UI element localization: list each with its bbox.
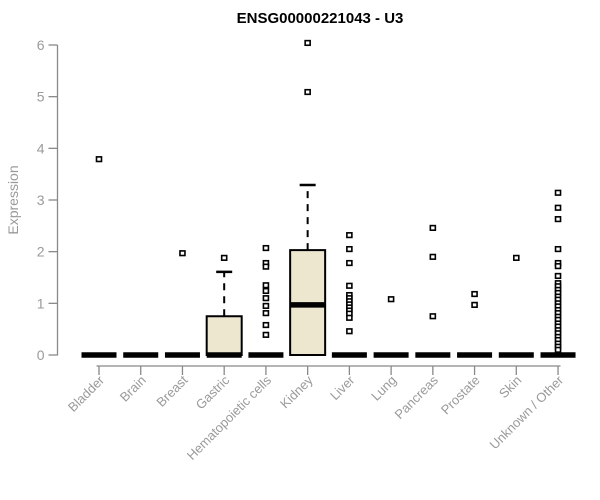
- outlier-point: [262, 287, 270, 295]
- y-tick-label: 3: [37, 192, 45, 208]
- median-line: [457, 352, 493, 358]
- median-line: [373, 352, 409, 358]
- x-tick-label: Brain: [117, 373, 149, 405]
- median-line: [206, 352, 242, 358]
- outlier-point: [304, 39, 311, 47]
- outlier-point: [471, 301, 478, 308]
- outlier-point: [471, 290, 478, 298]
- outlier-point: [346, 328, 353, 335]
- median-line: [123, 352, 159, 358]
- x-tick-label: Skin: [496, 373, 524, 401]
- outlier-point: [179, 250, 186, 257]
- outlier-point: [429, 253, 437, 260]
- outlier-point: [262, 331, 270, 338]
- outlier-point: [220, 254, 228, 261]
- outlier-point: [262, 263, 270, 270]
- outlier-point: [554, 245, 562, 253]
- outlier-point: [262, 244, 270, 252]
- median-line: [164, 352, 200, 358]
- outlier-point: [554, 189, 562, 196]
- outlier-point: [554, 204, 562, 211]
- x-tick-label: Lung: [368, 373, 399, 404]
- x-tick-label: Breast: [153, 372, 190, 409]
- y-tick-label: 4: [37, 140, 45, 156]
- y-tick-label: 0: [37, 347, 45, 363]
- x-tick-label: Unknown / Other: [487, 372, 567, 452]
- median-line: [290, 302, 326, 308]
- median-line: [81, 352, 117, 358]
- y-tick-label: 1: [37, 295, 45, 311]
- outlier-point: [304, 88, 311, 96]
- outlier-point: [95, 156, 103, 163]
- median-line: [498, 352, 534, 358]
- outlier-point: [429, 224, 437, 232]
- median-line: [248, 352, 284, 358]
- outlier-point: [346, 259, 353, 267]
- outlier-point: [262, 282, 270, 289]
- outlier-point: [554, 272, 562, 280]
- outlier-point: [512, 254, 520, 261]
- outlier-point: [429, 313, 437, 320]
- median-line: [540, 352, 576, 358]
- x-tick-label: Liver: [327, 372, 358, 403]
- outlier-point: [262, 321, 270, 329]
- outlier-point: [554, 346, 562, 353]
- outlier-point: [554, 216, 562, 223]
- chart-title: ENSG00000221043 - U3: [236, 10, 404, 27]
- outlier-point: [262, 310, 270, 317]
- outlier-point: [346, 232, 353, 239]
- box: [205, 315, 243, 356]
- x-tick-label: Kidney: [277, 372, 316, 411]
- median-line: [415, 352, 451, 358]
- outlier-point: [262, 302, 270, 310]
- outlier-point: [346, 245, 353, 253]
- outlier-point: [554, 263, 562, 270]
- y-tick-label: 2: [37, 244, 45, 260]
- y-tick-label: 5: [37, 89, 45, 105]
- x-tick-label: Pancreas: [392, 372, 442, 422]
- x-tick-label: Bladder: [65, 372, 108, 415]
- outlier-point: [346, 314, 353, 321]
- x-tick-label: Prostate: [438, 373, 483, 418]
- y-tick-label: 6: [37, 37, 45, 53]
- x-tick-label: Gastric: [193, 372, 233, 412]
- outlier-point: [387, 296, 395, 303]
- outlier-point: [262, 295, 270, 302]
- median-line: [331, 352, 367, 358]
- outlier-point: [346, 282, 353, 289]
